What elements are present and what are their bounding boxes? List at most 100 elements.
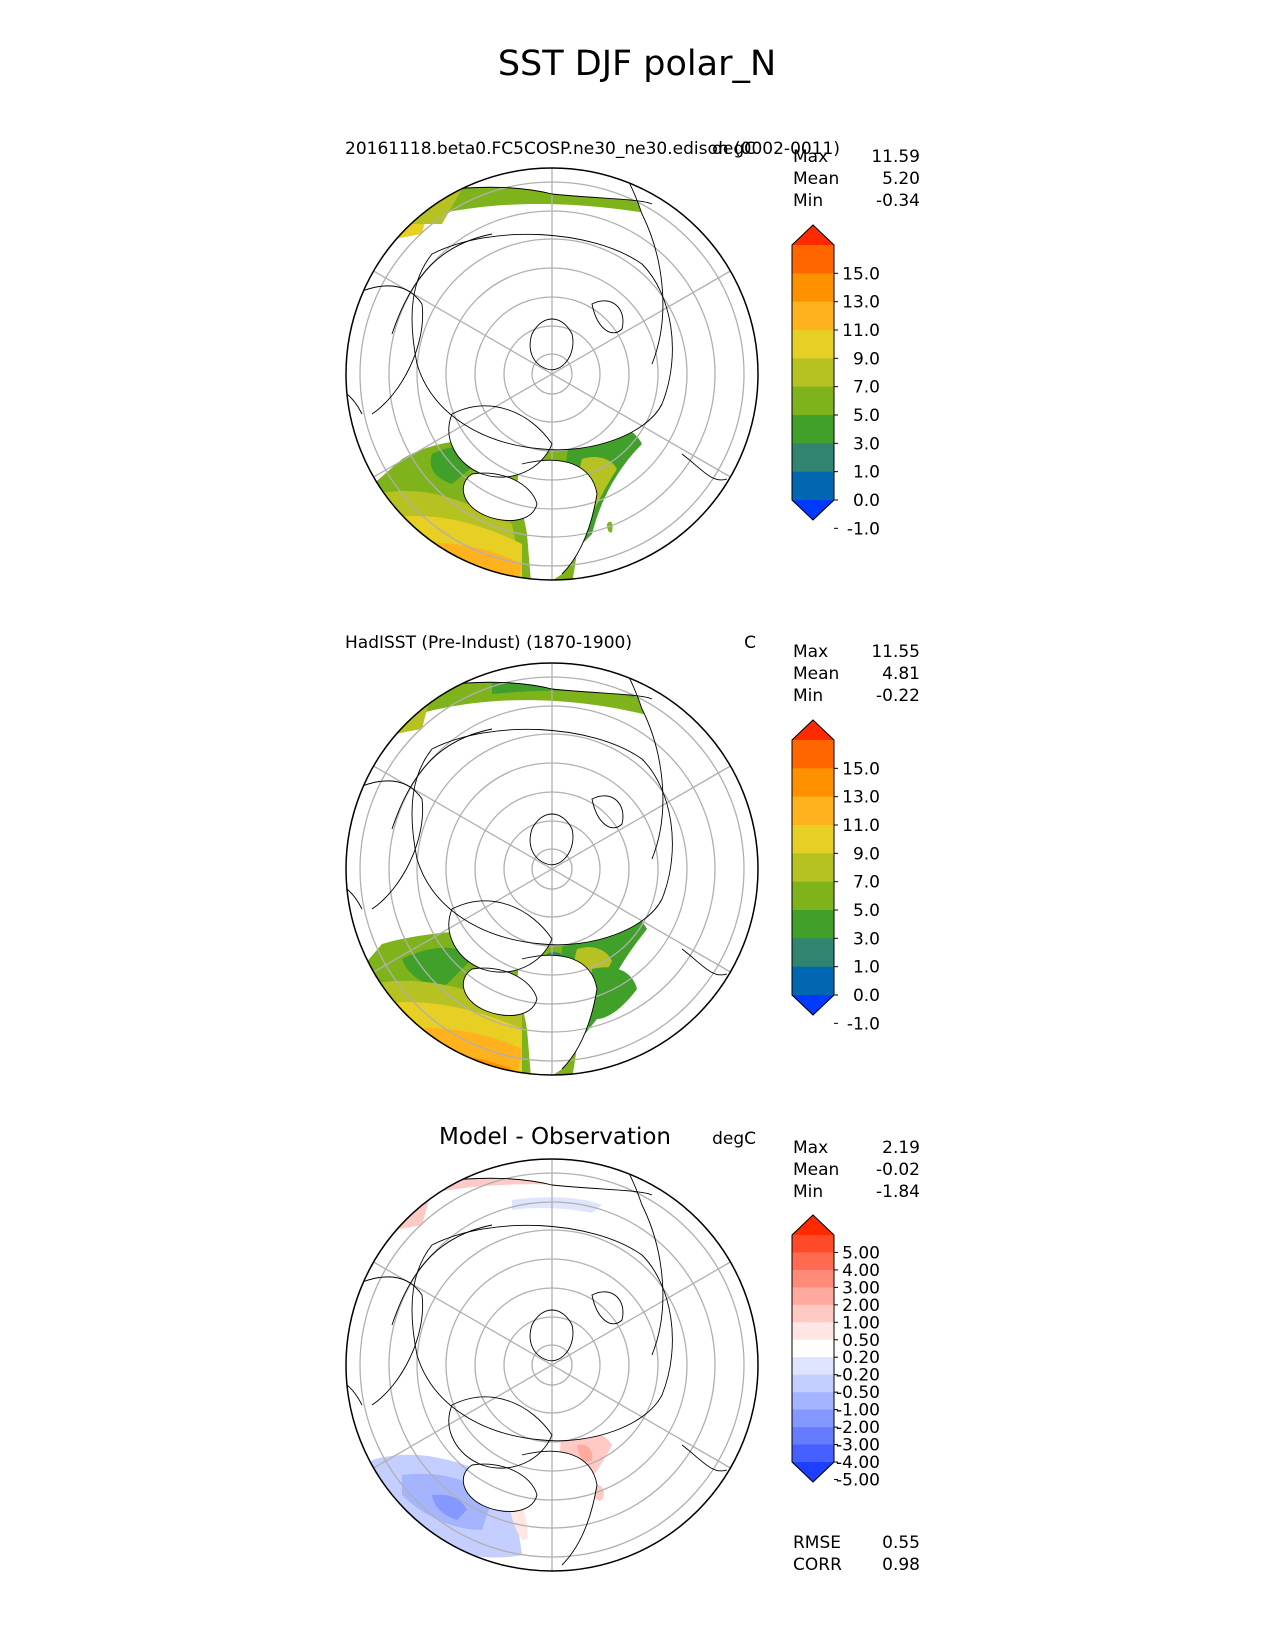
stat-max-value: 11.55 bbox=[871, 642, 920, 662]
panel-model: 20161118.beta0.FC5COSP.ne30_ne30.edison … bbox=[345, 139, 920, 581]
stat-min-label: Min bbox=[793, 191, 823, 211]
colorbar-swatch bbox=[792, 1252, 834, 1271]
colorbar-tick-label: 2.00 bbox=[842, 1296, 880, 1316]
colorbar-swatch bbox=[792, 1322, 834, 1341]
colorbar-swatch bbox=[792, 1374, 834, 1393]
colorbar-tick-label: 9.0 bbox=[853, 349, 880, 369]
colorbar-tick-label: 1.00 bbox=[842, 1313, 880, 1333]
colorbar-swatch bbox=[792, 768, 834, 798]
metric-rmse-label: RMSE bbox=[793, 1533, 841, 1553]
panel-units: degC bbox=[712, 139, 756, 159]
stat-max-label: Max bbox=[793, 147, 828, 167]
colorbar-extend-max bbox=[792, 225, 834, 245]
map-boundary bbox=[345, 167, 759, 581]
colorbar-tick-label: 3.00 bbox=[842, 1278, 880, 1298]
map-boundary bbox=[345, 1158, 759, 1572]
stats-block: Max 2.19 Mean -0.02 Min -1.84 bbox=[793, 1138, 920, 1202]
colorbar-extend-max bbox=[792, 720, 834, 740]
figure-title: SST DJF polar_N bbox=[498, 44, 776, 84]
panel-title: HadISST (Pre-Indust) (1870-1900) bbox=[345, 633, 632, 653]
colorbar-swatch bbox=[792, 796, 834, 826]
colorbar-swatch bbox=[792, 910, 834, 939]
colorbar-tick-label: 7.0 bbox=[853, 873, 880, 893]
colorbar-swatch bbox=[792, 1287, 834, 1306]
colorbar-swatch bbox=[792, 1269, 834, 1288]
colorbar-swatch bbox=[792, 358, 834, 388]
colorbar-swatch bbox=[792, 938, 834, 968]
metric-corr-label: CORR bbox=[793, 1555, 842, 1575]
polar-map bbox=[346, 1159, 758, 1571]
panel-observation: HadISST (Pre-Indust) (1870-1900) C Max 1… bbox=[345, 633, 920, 1076]
colorbar-tick-label: 11.0 bbox=[842, 321, 880, 341]
colorbar-swatch bbox=[792, 1409, 834, 1428]
stat-min-label: Min bbox=[793, 686, 823, 706]
stat-max-label: Max bbox=[793, 1138, 828, 1158]
colorbar-swatch bbox=[792, 853, 834, 883]
colorbar-tick-label: -4.00 bbox=[836, 1453, 880, 1473]
panel-units: C bbox=[744, 633, 756, 653]
colorbar-tick-label: 0.20 bbox=[842, 1348, 880, 1368]
colorbar-swatch bbox=[792, 245, 834, 274]
colorbar-tick-label: -1.00 bbox=[836, 1401, 880, 1421]
colorbar-swatch bbox=[792, 301, 834, 331]
colorbar-swatch bbox=[792, 330, 834, 359]
colorbar-swatch bbox=[792, 1304, 834, 1323]
colorbar-tick-label: 1.0 bbox=[853, 463, 880, 483]
colorbar-tick-label: -0.50 bbox=[836, 1383, 880, 1403]
colorbar-tick-label: -1.0 bbox=[847, 519, 880, 539]
stat-min-value: -0.34 bbox=[876, 191, 920, 211]
colorbar-observation: 15.0 13.0 11.0 9.0 7.0 5.0 3.0 1.0 0.0 -1.0 bbox=[791, 719, 880, 1034]
stat-mean-label: Mean bbox=[793, 1160, 839, 1180]
colorbar-extend-min bbox=[792, 995, 834, 1015]
stat-min-value: -1.84 bbox=[876, 1182, 920, 1202]
colorbar-extend-min bbox=[792, 500, 834, 520]
colorbar-tick-label: 5.00 bbox=[842, 1243, 880, 1263]
colorbar-swatch bbox=[792, 443, 834, 473]
colorbar-tick-label: 3.0 bbox=[853, 434, 880, 454]
colorbar-tick-label: -1.0 bbox=[847, 1014, 880, 1034]
panel-title: 20161118.beta0.FC5COSP.ne30_ne30.edison … bbox=[345, 139, 840, 159]
colorbar-tick-label: 13.0 bbox=[842, 293, 880, 313]
colorbar-swatch bbox=[792, 386, 834, 416]
colorbar-swatch bbox=[792, 740, 834, 769]
colorbar-extend-max bbox=[792, 1215, 834, 1235]
stat-mean-label: Mean bbox=[793, 169, 839, 189]
colorbar-extend-min bbox=[792, 1462, 834, 1482]
panel-units: degC bbox=[712, 1129, 756, 1149]
colorbar-swatch bbox=[792, 1357, 834, 1376]
colorbar-swatch bbox=[792, 1427, 834, 1446]
colorbar-swatch bbox=[792, 966, 834, 996]
metric-rmse-value: 0.55 bbox=[882, 1533, 920, 1553]
colorbar-tick-label: 7.0 bbox=[853, 378, 880, 398]
stat-mean-value: 5.20 bbox=[882, 169, 920, 189]
colorbar-tick-label: 1.0 bbox=[853, 958, 880, 978]
colorbar-swatch bbox=[792, 1444, 834, 1463]
stats-block: Max 11.55 Mean 4.81 Min -0.22 bbox=[793, 642, 920, 706]
colorbar-tick-label: -0.20 bbox=[836, 1366, 880, 1386]
colorbar-tick-label: 0.0 bbox=[853, 986, 880, 1006]
colorbar-swatch bbox=[792, 881, 834, 911]
polar-map bbox=[346, 663, 758, 1075]
metrics-block: RMSE 0.55 CORR 0.98 bbox=[793, 1533, 920, 1575]
colorbar-swatch bbox=[792, 471, 834, 501]
colorbar-swatch bbox=[792, 415, 834, 444]
stat-mean-label: Mean bbox=[793, 664, 839, 684]
stats-block: Max 11.59 Mean 5.20 Min -0.34 bbox=[793, 147, 920, 211]
colorbar-tick-label: 5.0 bbox=[853, 901, 880, 921]
colorbar-tick-label: 13.0 bbox=[842, 788, 880, 808]
panel-difference: Model - Observation degC Max 2.19 Mean -… bbox=[345, 1124, 920, 1575]
map-boundary bbox=[345, 662, 759, 1076]
colorbar-tick-label: -5.00 bbox=[836, 1470, 880, 1490]
colorbar-tick-label: 4.00 bbox=[842, 1261, 880, 1281]
stat-min-value: -0.22 bbox=[876, 686, 920, 706]
colorbar-tick-label: 11.0 bbox=[842, 816, 880, 836]
stat-min-label: Min bbox=[793, 1182, 823, 1202]
colorbar-tick-label: 15.0 bbox=[842, 759, 880, 779]
metric-corr-value: 0.98 bbox=[882, 1555, 920, 1575]
colorbar-tick-label: 15.0 bbox=[842, 264, 880, 284]
colorbar-model: 15.0 13.0 11.0 9.0 7.0 5.0 3.0 1.0 0.0 -1.0 bbox=[791, 224, 880, 539]
colorbar-tick-label: 3.0 bbox=[853, 929, 880, 949]
polar-map bbox=[346, 168, 758, 580]
colorbar-tick-label: 5.0 bbox=[853, 406, 880, 426]
stat-mean-value: 4.81 bbox=[882, 664, 920, 684]
